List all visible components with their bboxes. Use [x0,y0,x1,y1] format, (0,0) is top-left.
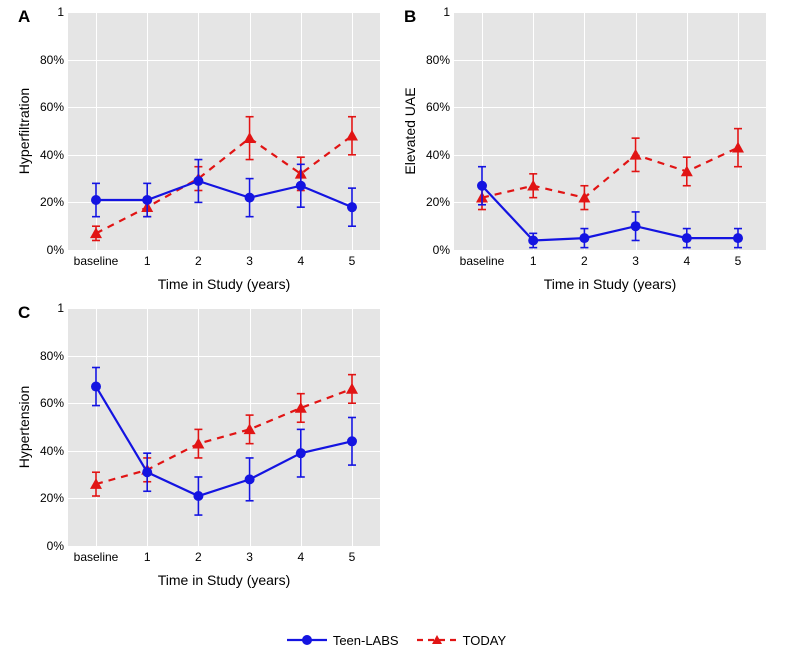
plot-area [68,12,380,250]
xtick: baseline [74,550,119,564]
panel-a: A0%20%40%60%80%1baseline12345Hyperfiltra… [10,4,390,294]
ytick: 1 [20,301,64,315]
xtick: 1 [144,254,151,268]
ytick: 1 [406,5,450,19]
ytick: 1 [20,5,64,19]
plot-area [68,308,380,546]
plot-area [454,12,766,250]
xtick: 4 [683,254,690,268]
ytick: 80% [406,53,450,67]
x-axis-label: Time in Study (years) [68,572,380,588]
legend: Teen-LABS TODAY [0,632,793,648]
xtick: 2 [195,254,202,268]
y-axis-label: Hyperfiltration [16,88,32,174]
ytick: 0% [406,243,450,257]
legend-item-teen: Teen-LABS [287,632,399,648]
legend-label-today: TODAY [463,633,507,648]
y-axis-label: Hypertension [16,386,32,469]
xtick: 5 [735,254,742,268]
ytick: 0% [20,539,64,553]
xtick: 4 [297,550,304,564]
ytick: 80% [20,349,64,363]
xtick: 1 [530,254,537,268]
legend-label-teen: Teen-LABS [333,633,399,648]
ytick: 0% [20,243,64,257]
xtick: 2 [195,550,202,564]
xtick: 4 [297,254,304,268]
xtick: 2 [581,254,588,268]
panel-b: B0%20%40%60%80%1baseline12345Elevated UA… [396,4,776,294]
xtick: 3 [632,254,639,268]
ytick: 20% [20,195,64,209]
ytick: 80% [20,53,64,67]
ytick: 20% [20,491,64,505]
xtick: 1 [144,550,151,564]
xtick: baseline [460,254,505,268]
xtick: baseline [74,254,119,268]
series-svg [454,12,766,250]
xtick: 5 [349,254,356,268]
panel-c: C0%20%40%60%80%1baseline12345Hypertensio… [10,300,390,590]
x-axis-label: Time in Study (years) [68,276,380,292]
panels-container: A0%20%40%60%80%1baseline12345Hyperfiltra… [0,0,793,596]
legend-swatch-today [417,632,457,648]
series-svg [68,12,380,250]
xtick: 5 [349,550,356,564]
series-svg [68,308,380,546]
legend-swatch-teen [287,632,327,648]
legend-item-today: TODAY [417,632,507,648]
x-axis-label: Time in Study (years) [454,276,766,292]
ytick: 20% [406,195,450,209]
xtick: 3 [246,550,253,564]
xtick: 3 [246,254,253,268]
y-axis-label: Elevated UAE [402,87,418,174]
